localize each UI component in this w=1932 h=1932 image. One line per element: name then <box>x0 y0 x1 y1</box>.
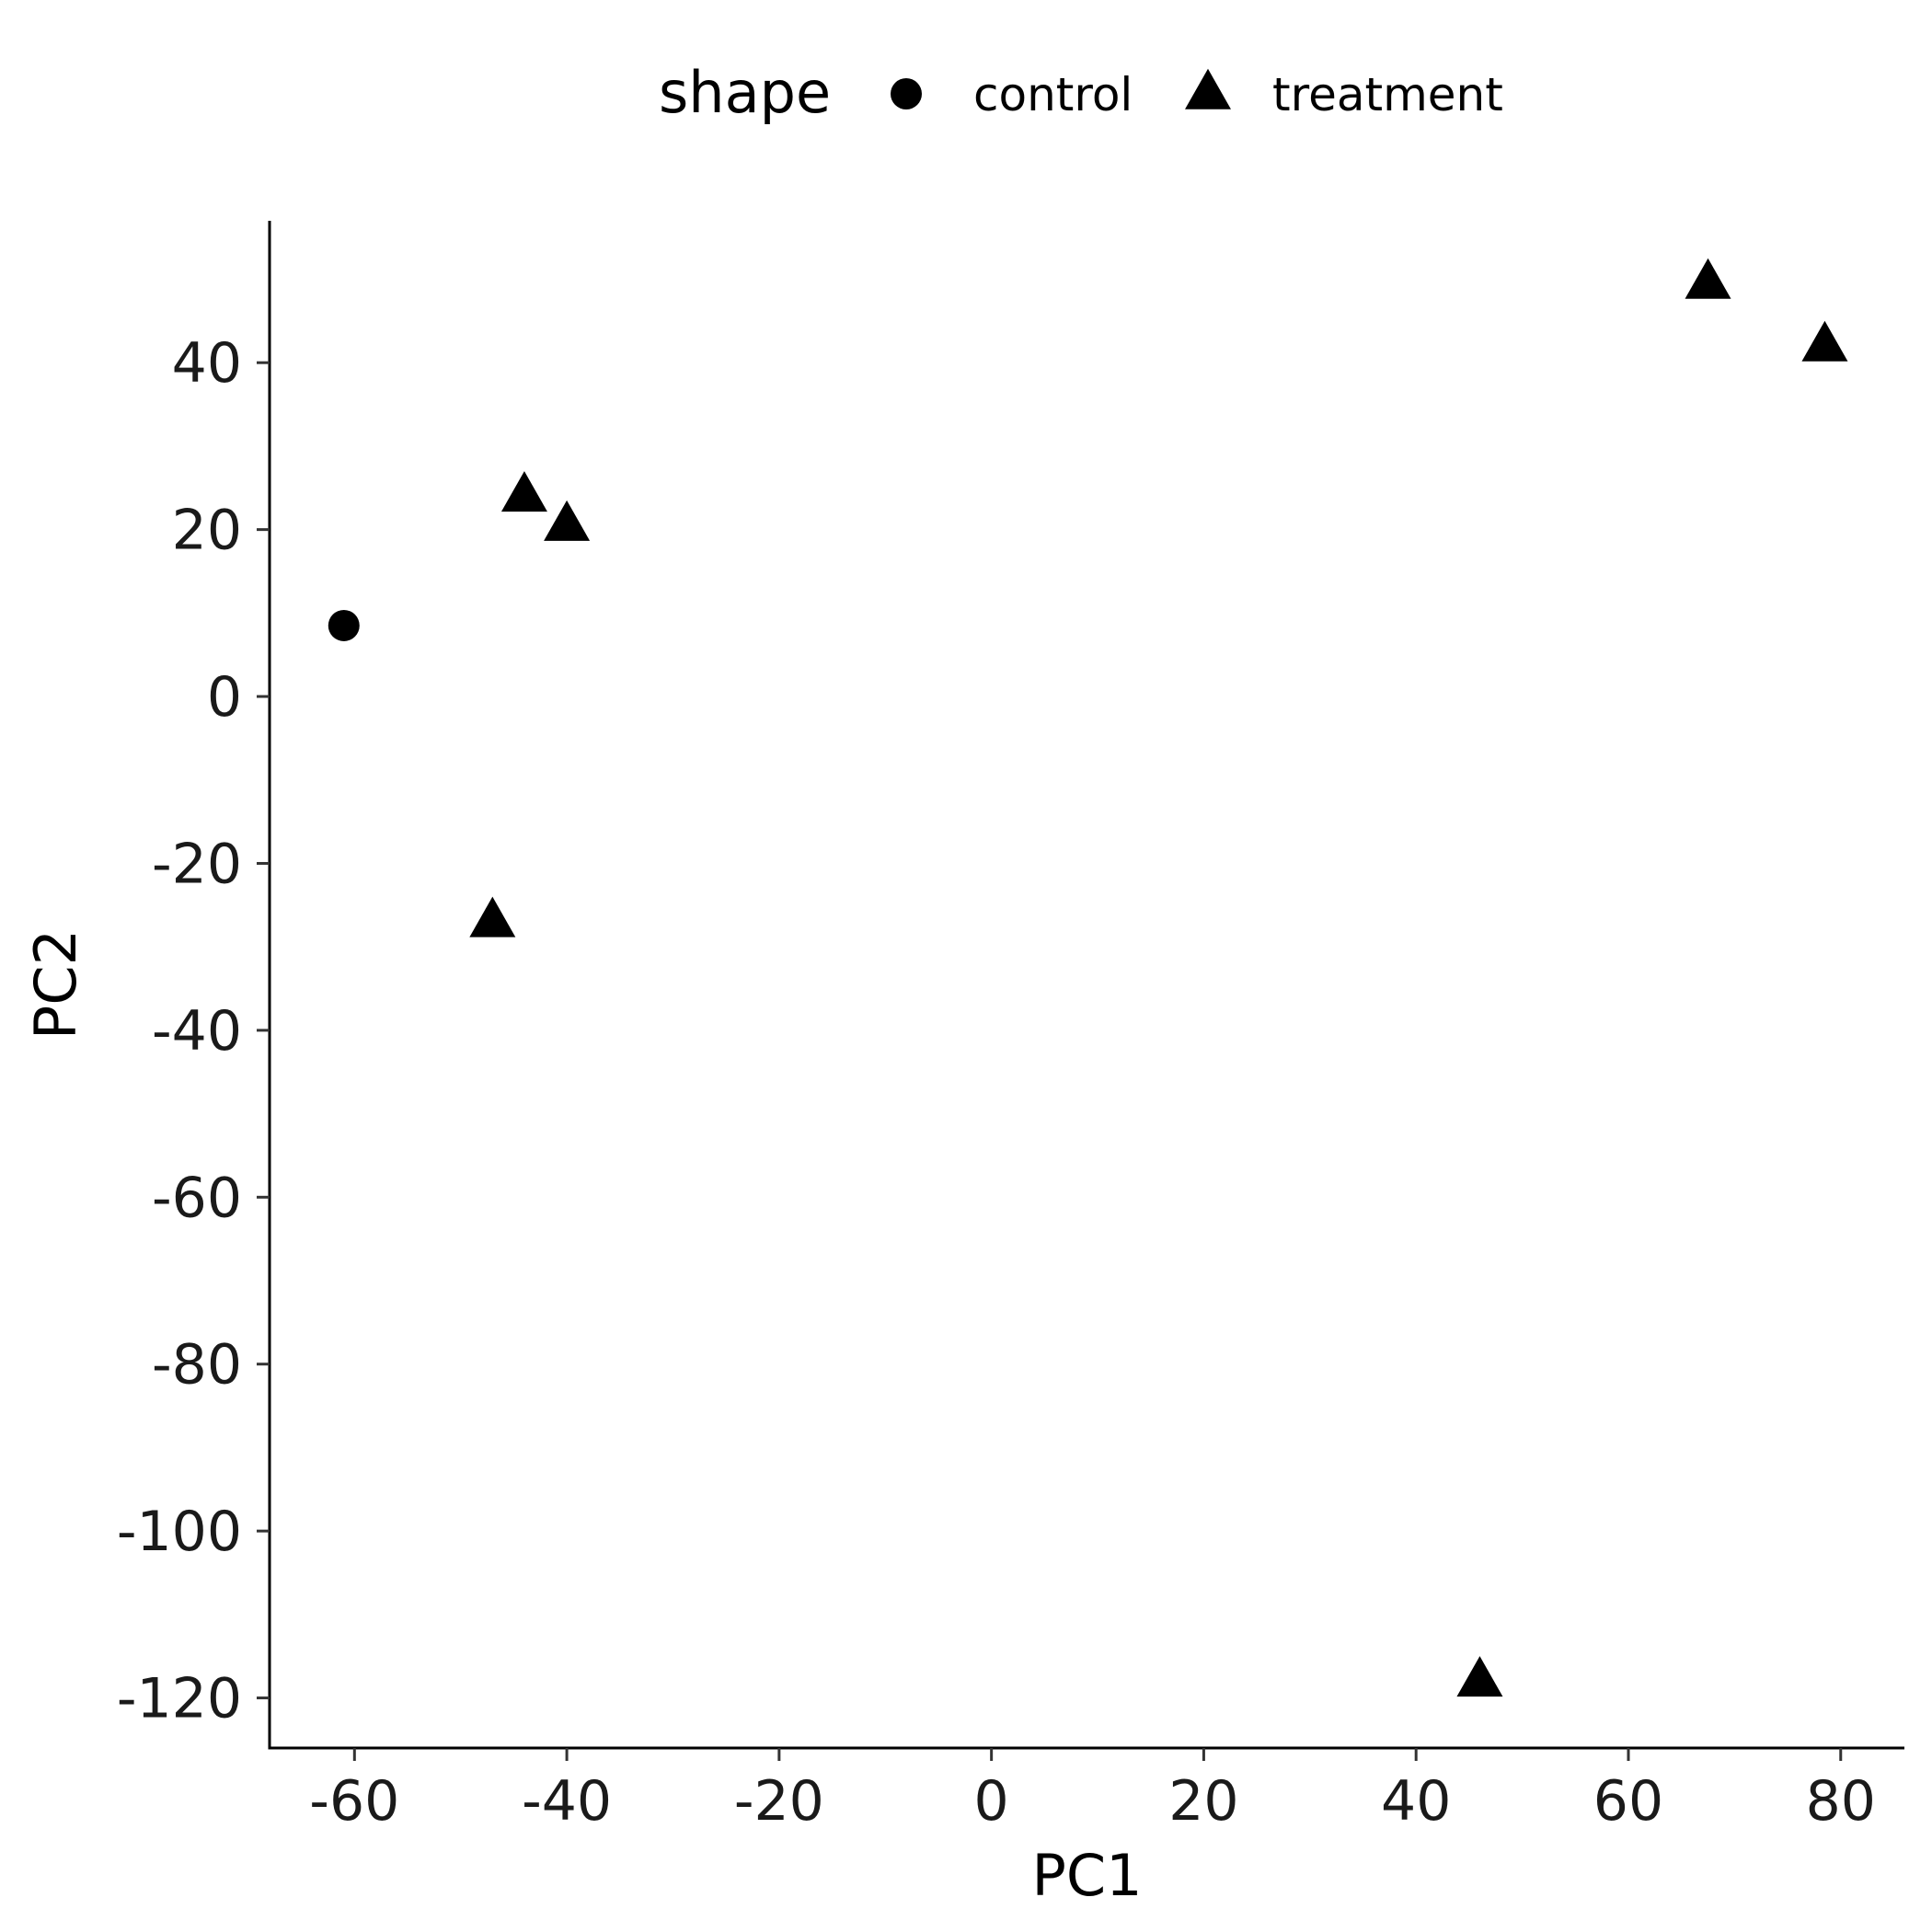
y-axis-title: PC2 <box>22 929 89 1040</box>
x-axis-title: PC1 <box>1031 1842 1142 1909</box>
y-tick-label: -120 <box>117 1667 242 1731</box>
x-tick-label: 40 <box>1381 1769 1451 1834</box>
x-tick-label: 0 <box>974 1769 1009 1834</box>
treatment-point <box>1801 320 1848 362</box>
y-tick-label: -20 <box>152 832 242 896</box>
treatment-point <box>500 471 547 512</box>
treatment-point <box>544 500 591 541</box>
x-tick-label: 80 <box>1806 1769 1876 1834</box>
y-tick-label: 40 <box>172 331 242 396</box>
legend-entries: control treatment <box>891 68 1503 121</box>
y-tick-label: 0 <box>207 665 242 730</box>
legend-entry-treatment: treatment <box>1185 68 1503 121</box>
legend-label-treatment: treatment <box>1272 68 1503 121</box>
x-axis-ticks: -60 -40 -20 0 20 40 60 80 <box>309 1748 1876 1834</box>
y-tick-label: -80 <box>152 1333 242 1397</box>
legend-title: shape <box>659 59 831 126</box>
treatment-point <box>1456 1656 1503 1697</box>
treatment-point <box>469 896 516 937</box>
y-axis-ticks: 40 20 0 -20 -40 -60 -80 -100 -120 <box>117 331 270 1731</box>
legend-label-control: control <box>973 68 1133 121</box>
treatment-point <box>1685 258 1731 299</box>
y-tick-label: -60 <box>152 1166 242 1230</box>
y-tick-label: 20 <box>172 499 242 563</box>
legend: shape control treatment <box>659 59 1503 126</box>
x-tick-label: -60 <box>309 1769 399 1834</box>
x-tick-label: -20 <box>734 1769 824 1834</box>
control-point <box>328 609 360 641</box>
plot-area: -60 -40 -20 0 20 40 60 80 40 20 0 -20 -40 -60 -80 -100… <box>117 221 1904 1834</box>
y-tick-label: -100 <box>117 1500 242 1564</box>
legend-key-control <box>891 78 922 109</box>
x-tick-label: 60 <box>1593 1769 1663 1834</box>
data-points <box>328 258 1848 1697</box>
x-tick-label: -40 <box>522 1769 612 1834</box>
y-tick-label: -40 <box>152 999 242 1064</box>
legend-key-treatment <box>1185 68 1231 109</box>
x-tick-label: 20 <box>1168 1769 1238 1834</box>
legend-entry-control: control <box>891 68 1133 121</box>
